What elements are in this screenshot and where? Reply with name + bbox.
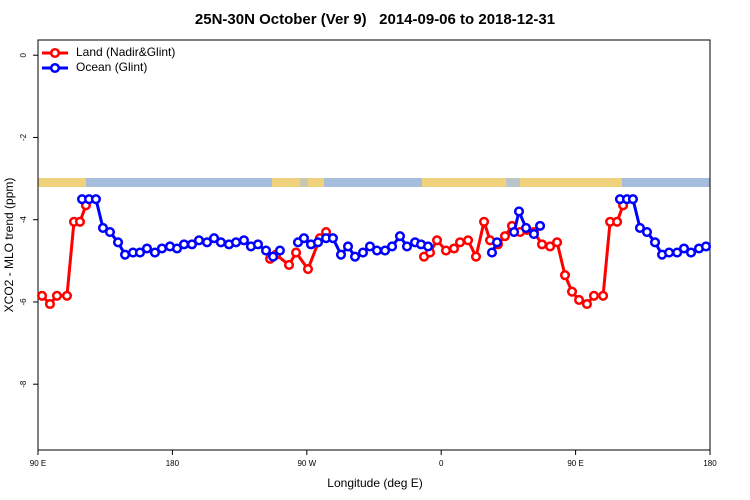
data-point (536, 239, 548, 250)
data-point (649, 237, 661, 248)
data-point (290, 247, 302, 258)
data-point (513, 206, 525, 217)
data-point (559, 270, 571, 281)
data-point (112, 237, 124, 248)
data-point (520, 222, 532, 233)
data-point (672, 247, 683, 258)
y-tick-label: -4 (19, 216, 28, 224)
data-point (678, 243, 690, 254)
data-point (349, 251, 361, 262)
data-point (104, 226, 116, 238)
data-point (401, 241, 413, 252)
data-point (74, 216, 86, 227)
data-point (486, 247, 498, 258)
data-point (423, 241, 434, 252)
data-point (380, 245, 391, 256)
data-point (283, 259, 295, 270)
x-tick-label: 90 W (297, 459, 316, 468)
data-point (178, 239, 190, 250)
data-point (201, 237, 213, 248)
data-point (230, 237, 242, 248)
x-tick-label: 90 E (30, 459, 46, 468)
data-point (193, 235, 205, 246)
x-tick-label: 180 (166, 459, 180, 468)
data-point (509, 226, 520, 238)
y-tick-label: 0 (19, 52, 28, 57)
y-tick-label: -6 (19, 298, 28, 306)
data-point (371, 245, 383, 256)
legend-marker (49, 47, 61, 59)
data-point (335, 249, 347, 260)
data-point (171, 243, 183, 254)
data-point (90, 194, 101, 205)
data-point (342, 241, 354, 252)
data-point (641, 226, 653, 238)
data-point (312, 237, 324, 248)
y-tick-label: -2 (19, 133, 28, 141)
data-point (156, 243, 167, 254)
data-point (302, 264, 314, 275)
legend: Land (Nadir&Glint)Ocean (Glint) (42, 45, 175, 74)
data-point (36, 290, 48, 301)
data-point (327, 233, 338, 244)
data-point (431, 235, 443, 246)
data-point (528, 229, 539, 240)
data-point (364, 241, 376, 252)
legend-label: Ocean (Glint) (76, 60, 147, 74)
data-point (545, 241, 556, 252)
data-point (51, 290, 63, 301)
data-point (479, 216, 490, 227)
data-point (97, 222, 109, 233)
data-point (186, 239, 198, 250)
data-point (260, 245, 272, 256)
x-tick-label: 180 (703, 459, 717, 468)
data-point (141, 243, 153, 254)
data-point (298, 233, 310, 244)
data-point (552, 237, 563, 248)
data-point (612, 216, 623, 227)
x-tick-label: 90 E (567, 459, 583, 468)
data-point (470, 251, 482, 262)
legend-label: Land (Nadir&Glint) (76, 45, 175, 59)
data-point (581, 298, 592, 310)
data-point (252, 239, 264, 250)
data-point (120, 249, 131, 260)
data-point (238, 235, 249, 246)
data-point (598, 290, 609, 301)
data-point (700, 241, 712, 252)
data-point (573, 294, 585, 305)
data-point (268, 251, 279, 262)
y-axis-label: XCO2 - MLO trend (ppm) (2, 178, 16, 313)
data-point (535, 220, 546, 231)
data-point (134, 247, 146, 258)
data-point (448, 243, 460, 254)
data-point (387, 241, 398, 252)
y-tick-label: -8 (19, 380, 28, 388)
data-point (149, 247, 160, 258)
data-point (634, 222, 646, 233)
data-point (209, 233, 220, 244)
data-point (61, 290, 73, 301)
legend-marker (49, 62, 61, 74)
x-tick-label: 0 (439, 459, 444, 468)
x-axis-label: Longitude (deg E) (327, 476, 422, 490)
data-point (394, 231, 406, 242)
data-point (685, 247, 697, 258)
data-point (588, 290, 600, 301)
chart-title: 25N-30N October (Ver 9) 2014-09-06 to 20… (195, 11, 555, 28)
data-point (566, 286, 578, 297)
data-point (44, 298, 55, 310)
data-point (492, 237, 503, 248)
data-point (357, 247, 368, 258)
data-point (499, 231, 511, 242)
data-point (440, 245, 452, 256)
data-point (215, 237, 226, 248)
data-point (627, 194, 638, 205)
map-strip (38, 178, 710, 187)
data-point (463, 235, 474, 246)
data-point (274, 245, 285, 256)
data-point (664, 247, 675, 258)
data-point (454, 237, 466, 248)
